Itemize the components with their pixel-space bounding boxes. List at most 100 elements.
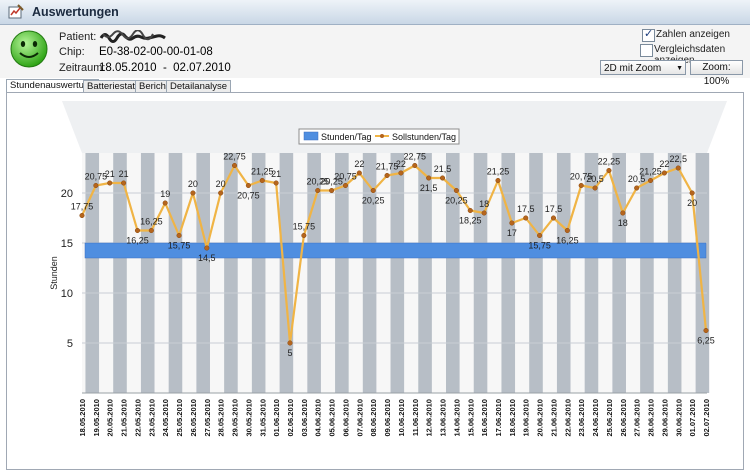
data-point: [606, 167, 612, 174]
data-point: [550, 215, 557, 221]
x-tick-label: 04.06.2010: [314, 399, 323, 437]
smiley-status-icon: [10, 30, 48, 68]
y-tick-label: 20: [61, 188, 73, 200]
data-label: 22,5: [670, 154, 688, 164]
data-label: 20,25: [320, 177, 343, 187]
day-stripe: [224, 153, 238, 393]
data-label: 20,5: [628, 174, 646, 184]
day-stripe: [473, 153, 488, 393]
data-point: [426, 175, 432, 181]
chart-panel: 5 10 15 20 Stunden 17,75 20,75 21 21 16,25 16,25 19…: [6, 92, 744, 470]
x-tick-label: 03.06.2010: [300, 399, 309, 437]
compare-data-checkbox[interactable]: [640, 44, 653, 57]
x-tick-label: 22.06.2010: [563, 399, 572, 437]
x-tick-label: 02.06.2010: [286, 399, 295, 437]
data-point: [647, 177, 654, 184]
data-point: [439, 175, 446, 181]
data-label: 20,25: [445, 196, 468, 206]
data-point: [287, 340, 293, 346]
data-label: 20,75: [237, 191, 260, 201]
x-tick-label: 20.05.2010: [106, 399, 115, 437]
data-label: 21,5: [420, 183, 438, 193]
x-tick-label: 12.06.2010: [425, 399, 434, 437]
data-point: [273, 180, 279, 186]
legend-swatch-band: [303, 131, 319, 141]
day-stripe: [446, 153, 460, 393]
data-point: [162, 200, 168, 206]
x-tick-label: 19.06.2010: [522, 399, 531, 437]
day-stripe: [251, 153, 266, 393]
data-label: 21,25: [639, 167, 662, 177]
legend-label-line: Sollstunden/Tag: [392, 132, 456, 142]
tab-detailanalyse[interactable]: Detailanalyse: [166, 80, 232, 93]
day-stripe: [168, 153, 183, 393]
data-point: [689, 190, 695, 196]
x-tick-label: 19.05.2010: [92, 399, 101, 437]
x-tick-label: 26.06.2010: [619, 399, 628, 437]
day-stripe: [390, 153, 405, 393]
day-stripe: [140, 153, 155, 393]
data-point: [134, 227, 141, 234]
data-point: [301, 232, 307, 239]
x-tick-label: 22.05.2010: [133, 399, 142, 437]
day-stripe: [85, 153, 100, 393]
data-label: 17,75: [71, 202, 94, 212]
data-label: 17,5: [517, 204, 535, 214]
data-label: 20,5: [586, 174, 604, 184]
show-numbers-checkbox[interactable]: [642, 27, 655, 42]
data-label: 21,25: [487, 167, 510, 177]
x-tick-label: 24.06.2010: [591, 399, 600, 437]
x-tick-label: 07.06.2010: [355, 399, 364, 437]
data-point: [342, 182, 349, 189]
x-tick-label: 16.06.2010: [480, 399, 489, 437]
x-tick-label: 01.06.2010: [272, 399, 281, 437]
range-label: Zeitraum:: [59, 62, 106, 74]
data-point: [231, 162, 238, 169]
data-label: 18: [618, 218, 628, 228]
view-mode-value: 2D mit Zoom: [604, 63, 662, 74]
data-label: 17: [507, 228, 517, 238]
data-label: 20: [687, 198, 697, 208]
data-label: 22: [659, 159, 669, 169]
x-tick-label: 02.07.2010: [702, 399, 711, 437]
data-label: 14,5: [198, 253, 216, 263]
data-label: 15,75: [293, 222, 316, 232]
zoom-button[interactable]: Zoom: 100%: [690, 60, 743, 87]
data-label: 22,75: [404, 152, 427, 162]
x-tick-label: 15.06.2010: [466, 399, 475, 437]
data-point: [204, 245, 210, 251]
day-stripe: [529, 153, 543, 393]
data-label: 18: [479, 199, 489, 209]
data-label: 21: [271, 169, 281, 179]
legend-swatch-point: [380, 134, 384, 138]
data-point: [620, 210, 626, 216]
window-titlebar: Auswertungen: [0, 0, 750, 25]
day-stripe: [418, 153, 432, 393]
data-point: [592, 185, 598, 191]
x-tick-label: 30.06.2010: [674, 399, 683, 437]
data-label: 21,25: [251, 167, 274, 177]
data-point: [398, 170, 404, 176]
data-point: [495, 177, 501, 184]
x-tick-label: 09.06.2010: [383, 399, 392, 437]
y-axis-label: Stunden: [49, 256, 59, 290]
view-mode-select[interactable]: 2D mit Zoom ▼: [600, 60, 686, 75]
data-label: 19: [160, 189, 170, 199]
data-label: 18,25: [459, 216, 482, 226]
data-point: [537, 232, 543, 239]
x-tick-label: 21.05.2010: [120, 399, 129, 437]
target-band: [84, 242, 707, 259]
y-tick-label: 5: [67, 338, 73, 350]
x-tick-label: 30.05.2010: [244, 399, 253, 437]
data-label: 6,25: [697, 336, 715, 346]
x-tick-label: 18.06.2010: [508, 399, 517, 437]
x-tick-label: 10.06.2010: [397, 399, 406, 437]
data-point: [509, 220, 515, 226]
chart-legend: Stunden/Tag Sollstunden/Tag: [298, 128, 460, 145]
show-numbers-label: Zahlen anzeigen: [656, 29, 730, 40]
data-point: [675, 165, 681, 171]
data-label: 20: [188, 179, 198, 189]
data-point: [453, 187, 459, 194]
data-point: [121, 180, 127, 186]
x-tick-label: 21.06.2010: [549, 399, 558, 437]
